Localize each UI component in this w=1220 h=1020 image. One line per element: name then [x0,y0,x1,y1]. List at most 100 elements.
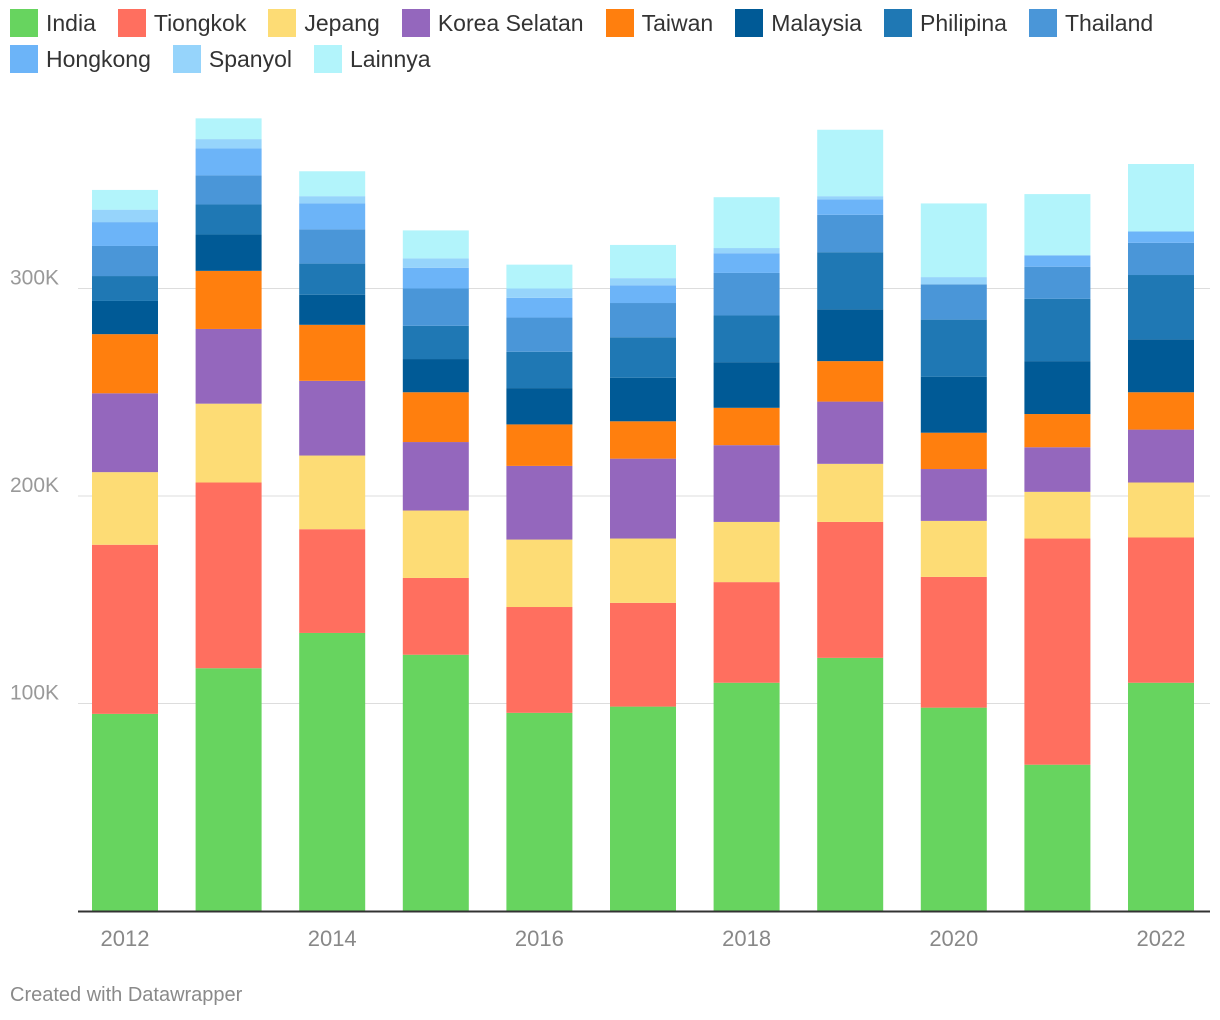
chart-legend: India Tiongkok Jepang Korea Selatan Taiwan Ma… [10,8,1210,74]
bar-segment [1128,275,1194,340]
bar-segment [92,209,158,223]
legend-swatch [401,9,430,37]
bar-segment [402,577,469,655]
bar-segment [506,297,573,318]
bar-segment [1024,414,1091,448]
bar-segment [817,196,884,200]
bar-segment [713,362,780,408]
legend-swatch [313,45,342,73]
legend-item: Philipina [883,8,1007,38]
bar-segment [402,325,469,360]
bar-segment [610,337,676,378]
bar-segment [506,351,573,389]
legend-swatch [10,45,38,73]
legend-swatch [117,9,146,37]
bar-segment [817,657,884,911]
bar-segment [920,707,987,911]
bar-segment [506,288,573,298]
bar-segment [402,359,469,393]
bar-segment [402,230,469,259]
bar-segment [402,654,469,911]
bar-segment [506,712,573,911]
bar-segment [506,539,573,608]
bar-segment [92,245,158,277]
bar-segment [299,632,366,911]
y-tick-label: 200K [10,474,59,497]
bar-segment [610,303,676,338]
x-tick-label: 2012 [101,926,150,951]
bar-segment [817,463,884,522]
legend-swatch [10,9,38,37]
bar-segment [92,300,158,335]
bar-segment [506,607,573,713]
legend-item: Malaysia [735,8,862,38]
bar-segment [1128,429,1194,483]
bar-segment [299,196,366,204]
bar-segment [1024,266,1091,299]
bar-segment [920,520,987,577]
x-tick-label: 2014 [308,926,357,951]
bar-segment [506,424,573,466]
bar-segment [92,393,158,473]
bar-segment [1024,298,1091,362]
bar-segment [195,118,262,140]
legend-item: Tiongkok [117,8,246,38]
bar-segment [92,222,158,246]
bar-segment [1024,447,1091,492]
bar-segment [1024,194,1091,256]
legend-item: Taiwan [605,8,714,38]
legend-item: India [10,8,96,38]
bar-segment [195,482,262,669]
bar-segment [610,538,676,603]
bar-segment [713,197,780,249]
y-tick-label: 100K [10,682,59,705]
bar-segment [920,203,987,278]
bar-segment [92,472,158,545]
bar-segment [817,521,884,658]
legend-label: Taiwan [641,9,714,36]
legend-label: Thailand [1064,9,1154,36]
bar-segment [1024,538,1091,765]
bar-segment [1128,242,1194,276]
bar-segment [920,376,987,433]
legend-label: Philipina [919,9,1007,36]
bar-segment [1128,231,1194,243]
legend-label: Korea Selatan [437,9,584,36]
bar-segment [1024,491,1091,539]
bar-segment [920,432,987,470]
legend-label: Jepang [304,9,380,36]
bar-segment [299,171,366,197]
bar-segment [610,602,676,707]
bar-segment [402,392,469,443]
bar-segment [1128,392,1194,430]
bar-segment [610,421,676,459]
bar-segment [920,469,987,521]
bar-segment [713,521,780,583]
bar-segment [299,324,366,381]
bar-segment [506,388,573,425]
bar-segment [920,277,987,285]
bar-segment [817,252,884,310]
legend-item: Hongkong [10,44,151,74]
bar-segment [713,253,780,273]
bar-segment [610,458,676,539]
bar-segment [506,317,573,352]
bar-segment [1128,682,1194,911]
bar-segment [299,380,366,456]
bar-segment [195,204,262,235]
bar-segment [817,199,884,215]
x-tick-label: 2022 [1137,926,1186,951]
bar-segment [1128,482,1194,538]
x-tick-label: 2020 [929,926,978,951]
bar-segment [713,582,780,683]
bar-segment [610,285,676,304]
bar-segment [195,328,262,404]
bar-segment [299,263,366,295]
bar-segment [713,682,780,911]
bar-segment [817,309,884,362]
bar-segment [92,544,158,714]
bar-segment [195,403,262,483]
bar-segment [817,214,884,253]
bar-segment [817,129,884,197]
